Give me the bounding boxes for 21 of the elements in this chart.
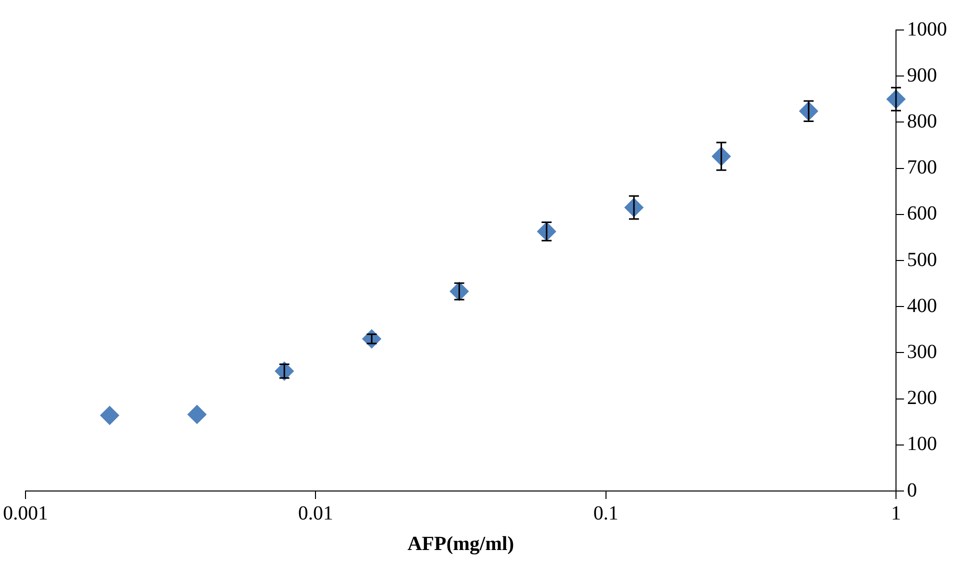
point	[450, 282, 469, 301]
y-tick-label: 300	[907, 340, 937, 363]
y-tick-label: 0	[907, 479, 917, 502]
y-tick-label: 600	[907, 202, 937, 225]
x-tick-label: 0.001	[3, 502, 48, 524]
x-tick-label: 0.01	[298, 502, 334, 524]
point	[188, 404, 207, 424]
x-axis-title: AFP(mg/ml)	[407, 533, 514, 556]
point	[362, 329, 382, 348]
point	[274, 362, 294, 381]
y-tick-label: 500	[907, 248, 937, 271]
y-tick-label: 400	[907, 294, 937, 317]
y-tick-label: 200	[907, 387, 937, 410]
y-tick-label: 900	[907, 64, 937, 86]
x-tick-label: 0.1	[593, 502, 618, 524]
y-tick-label: 800	[907, 110, 937, 132]
y-tick-label: 1000	[907, 18, 947, 40]
x-tick-label: 1	[891, 502, 901, 524]
y-tick-label: 100	[907, 433, 937, 456]
point	[100, 406, 120, 425]
y-tick-label: 700	[907, 156, 937, 179]
